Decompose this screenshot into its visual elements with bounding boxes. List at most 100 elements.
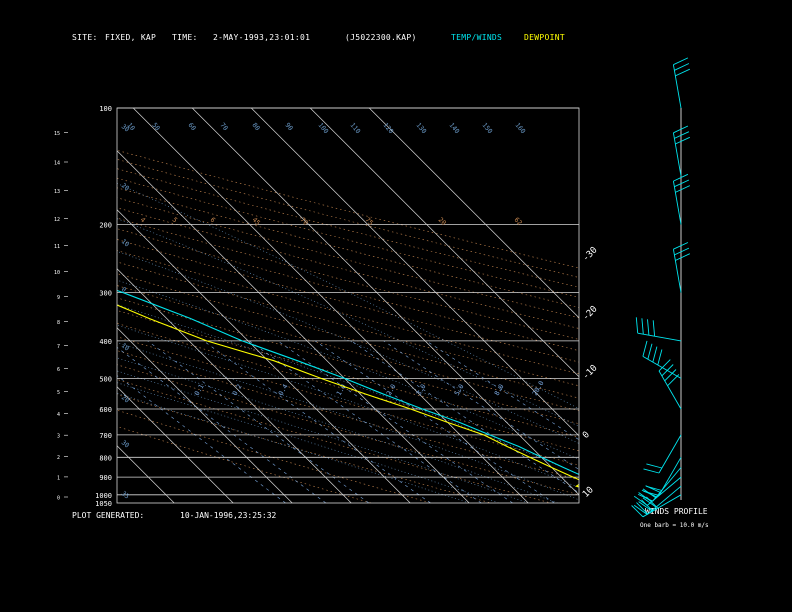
winds-profile-title: WINDS PROFILE [645, 507, 708, 516]
pressure-tick-label: 300 [99, 290, 112, 298]
site-value: FIXED, KAP [105, 33, 157, 42]
wind-barb-flag [647, 319, 650, 336]
moist-adiabat-label: 150 [480, 121, 494, 135]
dry-adiabat-line [117, 285, 579, 412]
wind-barb-flag [673, 125, 689, 134]
dry-adiabat-label: 45 [251, 216, 262, 227]
wind-barb-flag [674, 63, 690, 71]
wind-barb-flag [633, 504, 648, 515]
wind-barb-flag [673, 57, 689, 66]
moist-adiabat-line [117, 251, 579, 444]
wind-barb-flag [675, 136, 690, 145]
wind-barb-flag [641, 318, 644, 335]
temperature-line [117, 289, 579, 476]
mixing-ratio-label: 0.4 [277, 383, 290, 397]
isotherm-line [117, 268, 352, 503]
isotherm-line [117, 445, 175, 503]
dry-adiabat-label: 70 [299, 216, 310, 227]
wind-barb-staff [672, 249, 682, 293]
wind-barb-flag [675, 253, 690, 261]
temp-winds-legend: TEMP/WINDS [451, 33, 503, 42]
dry-adiabat-label: 20 [437, 216, 448, 227]
moist-adiabat-label: 70 [218, 121, 229, 132]
dry-adiabat-label: 62 [513, 216, 524, 227]
left-theta-label: 35 [120, 489, 131, 500]
height-tick-label: 2 [57, 455, 60, 461]
dewpoint-line [117, 304, 579, 488]
right-temp-label: -10 [581, 363, 600, 382]
time-value: 2-MAY-1993,23:01:01 [213, 33, 311, 42]
mixing-ratio-line [351, 340, 579, 494]
wind-barb-flag [675, 68, 690, 77]
isotherm-line [309, 108, 579, 378]
dry-adiabat-line [117, 409, 432, 503]
isobars [117, 107, 579, 496]
wind-barb-flag [643, 490, 660, 496]
mixing-ratio-line [426, 340, 579, 441]
moist-adiabats [117, 183, 579, 503]
winds-profile [631, 57, 690, 518]
dewpoint-legend: DEWPOINT [524, 33, 565, 42]
wind-barb-flag [675, 185, 690, 193]
dry-adiabat-label: 4 [139, 216, 147, 224]
height-tick-label: 12 [54, 217, 60, 223]
wind-barb-flag [674, 247, 690, 256]
wind-barb-staff [642, 356, 682, 379]
moist-adiabat-label: 60 [186, 121, 197, 132]
dry-adiabat-line [117, 379, 551, 503]
height-tick-label: 8 [57, 320, 60, 326]
wind-barb-flag [652, 346, 658, 363]
isotherm-line [117, 209, 411, 503]
moist-adiabat-line [117, 218, 579, 427]
height-tick-label: 13 [54, 189, 60, 195]
moist-adiabat-label: 140 [447, 121, 461, 135]
wind-barb-flag [657, 349, 663, 366]
wind-barb-flag [643, 468, 660, 474]
axes: 1002003004005006007008009001000105001234… [54, 105, 600, 508]
moist-adiabat-line [117, 370, 529, 503]
wind-barb-flag [674, 131, 690, 139]
height-tick-label: 0 [57, 496, 60, 502]
file-name: (J5022300.KAP) [345, 33, 417, 42]
moist-adiabat-label: 80 [250, 121, 261, 132]
dry-adiabat-line [117, 364, 579, 496]
wind-barb-flag [658, 359, 671, 372]
left-theta-label: 10 [120, 341, 131, 352]
moist-adiabat-line [117, 382, 499, 503]
pressure-tick-label: 500 [99, 375, 112, 383]
height-tick-label: 1 [57, 475, 60, 481]
mixing-ratio-line [147, 340, 370, 503]
right-temp-label: -30 [581, 245, 600, 264]
mixing-ratio-line [117, 347, 327, 503]
moist-adiabat-label: 160 [513, 121, 527, 135]
wind-barb-flag [631, 505, 644, 518]
wind-barb-staff [647, 485, 682, 515]
wind-barb-staff [652, 467, 682, 502]
height-tick-label: 15 [54, 131, 60, 137]
pressure-tick-label: 200 [99, 221, 112, 229]
mixing-ratio-label: 20.0 [531, 379, 546, 397]
dry-adiabat-line [117, 350, 579, 480]
height-tick-label: 3 [57, 434, 60, 440]
moist-adiabat-line [117, 279, 579, 460]
mixing-ratio-line [117, 375, 286, 503]
wind-barb-staff [672, 64, 682, 109]
wind-barb-flag [673, 173, 689, 182]
right-temp-label: 10 [581, 485, 596, 500]
left-theta-label: 10 [120, 237, 131, 248]
pressure-tick-label: 600 [99, 406, 112, 414]
wind-barb-flag [647, 343, 653, 360]
mixing-ratio-label: 1.0 [335, 383, 348, 397]
wind-barb-flag [638, 501, 652, 512]
moist-adiabat-line [117, 183, 579, 409]
moist-adiabat-label: 130 [414, 121, 428, 135]
time-label: TIME: [172, 33, 198, 42]
dry-adiabat-line [117, 336, 579, 466]
moist-adiabat-label: 110 [348, 121, 362, 135]
mixing-ratio-line [383, 340, 579, 470]
wind-barb-flag [674, 179, 690, 188]
dry-adiabats [117, 149, 579, 503]
isotherms [117, 108, 579, 503]
